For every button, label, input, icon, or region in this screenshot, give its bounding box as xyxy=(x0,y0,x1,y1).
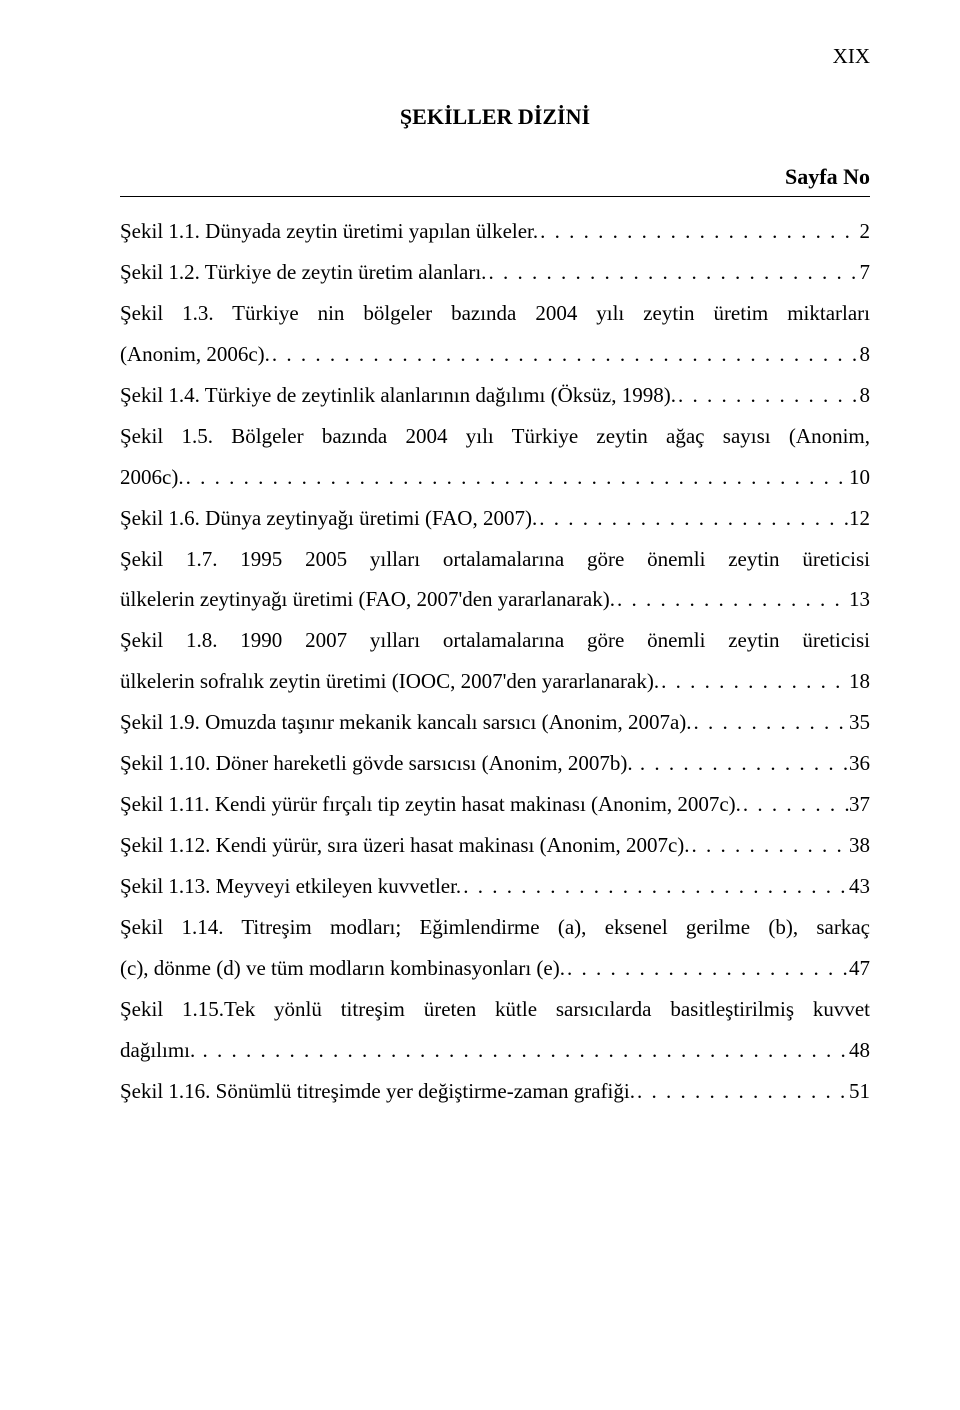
figure-entry: Şekil 1.11. Kendi yürür fırçalı tip zeyt… xyxy=(120,784,870,825)
figure-entry: Şekil 1.10. Döner hareketli gövde sarsıc… xyxy=(120,743,870,784)
figure-entry-page: 7 xyxy=(860,252,871,293)
leader-dots: . . . . . . . . . . . . . . . . . . . . … xyxy=(201,1030,850,1071)
figure-entry-text: dağılımı. xyxy=(120,1030,201,1071)
figure-entry-page: 8 xyxy=(860,375,871,416)
leader-dots: . . . . . . . . . . . . . . . . . . . . … xyxy=(615,579,849,620)
figure-entries: Şekil 1.1. Dünyada zeytin üretimi yapıla… xyxy=(120,211,870,1112)
figure-entry-text: Şekil 1.1. Dünyada zeytin üretimi yapıla… xyxy=(120,211,538,252)
figure-entry-page: 36 xyxy=(849,743,870,784)
figure-entry-line: Şekil 1.14. Titreşim modları; Eğimlendir… xyxy=(120,907,870,948)
figure-entry-text: ülkelerin zeytinyağı üretimi (FAO, 2007'… xyxy=(120,579,615,620)
figure-entry-page: 10 xyxy=(849,457,870,498)
leader-dots: . . . . . . . . . . . . . . . . . . . . … xyxy=(659,661,849,702)
figure-entry: (Anonim, 2006c).. . . . . . . . . . . . … xyxy=(120,334,870,375)
figure-entry-page: 43 xyxy=(849,866,870,907)
figure-entry-text: (Anonim, 2006c). xyxy=(120,334,270,375)
figure-entry-text: 2006c). xyxy=(120,457,184,498)
figure-entry-text: Şekil 1.9. Omuzda taşınır mekanik kancal… xyxy=(120,702,692,743)
figure-entry-page: 37 xyxy=(849,784,870,825)
leader-dots: . . . . . . . . . . . . . . . . . . . . … xyxy=(184,457,849,498)
figure-entry: Şekil 1.2. Türkiye de zeytin üretim alan… xyxy=(120,252,870,293)
leader-dots: . . . . . . . . . . . . . . . . . . . . … xyxy=(635,1071,849,1112)
figure-entry-text: ülkelerin sofralık zeytin üretimi (IOOC,… xyxy=(120,661,659,702)
figure-entry-line: Şekil 1.5. Bölgeler bazında 2004 yılı Tü… xyxy=(120,416,870,457)
figure-entry-text: Şekil 1.4. Türkiye de zeytinlik alanları… xyxy=(120,375,676,416)
figure-entry-page: 8 xyxy=(860,334,871,375)
figure-entry-text: Şekil 1.6. Dünya zeytinyağı üretimi (FAO… xyxy=(120,498,537,539)
figure-entry-text: (c), dönme (d) ve tüm modların kombinasy… xyxy=(120,948,565,989)
figure-entry-page: 38 xyxy=(849,825,870,866)
figure-entry-text: Şekil 1.13. Meyveyi etkileyen kuvvetler. xyxy=(120,866,461,907)
figure-entry-text: Şekil 1.16. Sönümlü titreşimde yer değiş… xyxy=(120,1071,635,1112)
figure-entry-text: Şekil 1.11. Kendi yürür fırçalı tip zeyt… xyxy=(120,784,741,825)
figure-entry: Şekil 1.9. Omuzda taşınır mekanik kancal… xyxy=(120,702,870,743)
figure-entry: ülkelerin zeytinyağı üretimi (FAO, 2007'… xyxy=(120,579,870,620)
figure-entry-page: 47 xyxy=(849,948,870,989)
figure-entry-page: 13 xyxy=(849,579,870,620)
figure-entry-text: Şekil 1.12. Kendi yürür, sıra üzeri hasa… xyxy=(120,825,690,866)
title-underline xyxy=(120,196,870,197)
figure-entry: Şekil 1.12. Kendi yürür, sıra üzeri hasa… xyxy=(120,825,870,866)
column-label-sayfa-no: Sayfa No xyxy=(120,164,870,190)
figure-entry: (c), dönme (d) ve tüm modların kombinasy… xyxy=(120,948,870,989)
leader-dots: . . . . . . . . . . . . . . . . . . . . … xyxy=(690,825,849,866)
figure-entry: Şekil 1.6. Dünya zeytinyağı üretimi (FAO… xyxy=(120,498,870,539)
leader-dots: . . . . . . . . . . . . . . . . . . . . … xyxy=(676,375,860,416)
figure-entry-text: Şekil 1.10. Döner hareketli gövde sarsıc… xyxy=(120,743,638,784)
leader-dots: . . . . . . . . . . . . . . . . . . . . … xyxy=(565,948,849,989)
figure-entry: Şekil 1.13. Meyveyi etkileyen kuvvetler.… xyxy=(120,866,870,907)
leader-dots: . . . . . . . . . . . . . . . . . . . . … xyxy=(486,252,859,293)
figure-entry-line: Şekil 1.7. 1995 2005 yılları ortalamalar… xyxy=(120,539,870,580)
figure-entry-text: Şekil 1.2. Türkiye de zeytin üretim alan… xyxy=(120,252,486,293)
figure-entry-page: 35 xyxy=(849,702,870,743)
figure-entry-page: 18 xyxy=(849,661,870,702)
figure-entry: Şekil 1.16. Sönümlü titreşimde yer değiş… xyxy=(120,1071,870,1112)
leader-dots: . . . . . . . . . . . . . . . . . . . . … xyxy=(538,211,859,252)
figure-entry-line: Şekil 1.8. 1990 2007 yılları ortalamalar… xyxy=(120,620,870,661)
leader-dots: . . . . . . . . . . . . . . . . . . . . … xyxy=(461,866,849,907)
list-of-figures-title: ŞEKİLLER DİZİNİ xyxy=(120,104,870,130)
page-number: XIX xyxy=(833,44,870,69)
figure-entry: Şekil 1.1. Dünyada zeytin üretimi yapıla… xyxy=(120,211,870,252)
figure-entry: Şekil 1.4. Türkiye de zeytinlik alanları… xyxy=(120,375,870,416)
figure-entry: ülkelerin sofralık zeytin üretimi (IOOC,… xyxy=(120,661,870,702)
leader-dots: . . . . . . . . . . . . . . . . . . . . … xyxy=(537,498,849,539)
figure-entry-page: 48 xyxy=(849,1030,870,1071)
figure-entry-page: 2 xyxy=(860,211,871,252)
leader-dots: . . . . . . . . . . . . . . . . . . . . … xyxy=(270,334,860,375)
leader-dots: . . . . . . . . . . . . . . . . . . . . … xyxy=(692,702,849,743)
figure-entry-page: 51 xyxy=(849,1071,870,1112)
figure-entry: dağılımı. . . . . . . . . . . . . . . . … xyxy=(120,1030,870,1071)
figure-entry: 2006c).. . . . . . . . . . . . . . . . .… xyxy=(120,457,870,498)
figure-entry-line: Şekil 1.15.Tek yönlü titreşim üreten küt… xyxy=(120,989,870,1030)
leader-dots: . . . . . . . . . . . . . . . . . . . . … xyxy=(741,784,849,825)
figure-entry-page: 12 xyxy=(849,498,870,539)
leader-dots: . . . . . . . . . . . . . . . . . . . . … xyxy=(638,743,849,784)
figure-entry-line: Şekil 1.3. Türkiye nin bölgeler bazında … xyxy=(120,293,870,334)
